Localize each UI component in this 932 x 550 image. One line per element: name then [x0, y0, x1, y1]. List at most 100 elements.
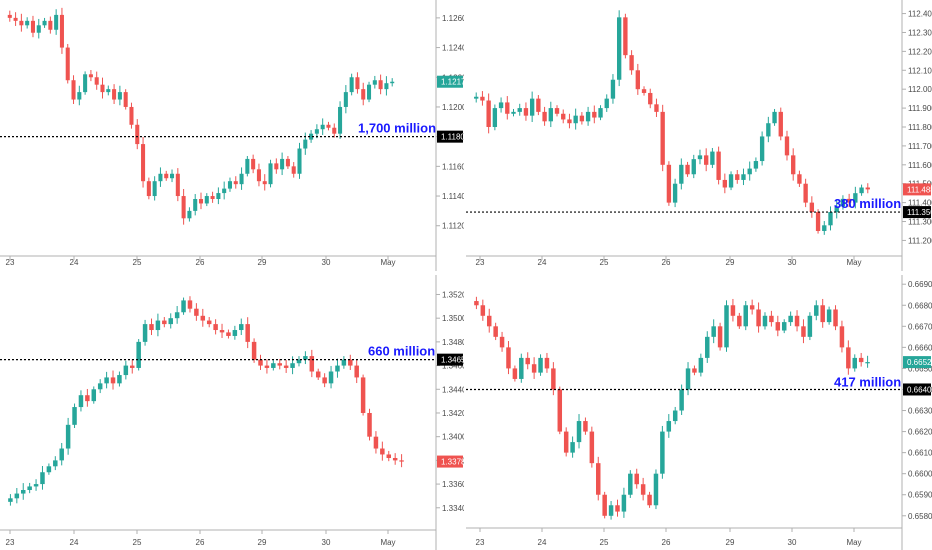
candle-body — [216, 193, 221, 200]
current-price-badge — [437, 455, 463, 468]
candle-body — [519, 357, 524, 379]
level-price-label: 1.11800 — [441, 133, 464, 142]
candle-body — [775, 322, 781, 331]
current-price-label: 111.488 — [907, 185, 932, 194]
candle-body — [828, 212, 833, 226]
candle-body — [753, 161, 759, 169]
candle-body — [117, 375, 122, 384]
candle-body — [297, 148, 302, 174]
x-tick-label: 29 — [258, 258, 267, 267]
candle-body — [130, 365, 135, 368]
volume-annotation: 660 million — [368, 344, 435, 359]
candle-body — [474, 96, 479, 99]
candle-body — [315, 371, 321, 378]
current-price-label: 1.33789 — [441, 458, 464, 467]
candle-body — [778, 111, 783, 137]
x-tick-label: 25 — [133, 258, 142, 267]
candle-body — [309, 133, 314, 140]
x-tick-label: 30 — [322, 258, 331, 267]
panel-divider-vertical — [464, 0, 466, 550]
current-price-badge — [903, 183, 931, 196]
candle-body — [233, 181, 238, 185]
x-tick-label: 25 — [600, 258, 609, 267]
candle-body — [283, 365, 289, 368]
candle-body — [563, 431, 569, 453]
x-tick-label: 26 — [196, 258, 205, 267]
candle-body — [512, 368, 518, 379]
candle-body — [511, 111, 516, 114]
candle-body — [769, 315, 774, 323]
candle-body — [756, 309, 761, 327]
y-tick-label: 111.200 — [908, 236, 932, 245]
x-tick-label: 23 — [476, 538, 485, 547]
candle-body — [42, 20, 47, 26]
candle-body — [480, 96, 485, 101]
candle-body — [181, 300, 186, 313]
candle-body — [20, 490, 26, 494]
candle-body — [239, 173, 244, 185]
volume-annotation: 380 million — [834, 196, 901, 211]
y-tick-label: 0.65800 — [908, 512, 932, 521]
candle-body — [846, 198, 852, 203]
candle-body — [820, 305, 825, 323]
candle-body — [30, 20, 35, 33]
candle-body — [583, 421, 588, 432]
candle-body — [711, 326, 716, 337]
candle-body — [314, 129, 319, 134]
candle-body — [853, 193, 858, 203]
candle-body — [623, 17, 628, 56]
candle-body — [27, 486, 32, 491]
x-tick-label: May — [846, 538, 861, 547]
x-tick-label: May — [846, 258, 861, 267]
candle-body — [722, 179, 728, 188]
candle-body — [692, 368, 697, 373]
candle-body — [542, 111, 547, 122]
candle-body — [666, 164, 672, 203]
chart-panel-top-right[interactable]: 112.400 112.300 112.200 112.100 112.000 111.9… — [466, 0, 932, 271]
candle-body — [865, 187, 870, 190]
candle-body — [65, 47, 70, 81]
candle-body — [499, 336, 505, 348]
candle-body — [262, 181, 267, 185]
candle-body — [14, 493, 20, 499]
candle-body — [579, 115, 585, 122]
chart-panel-top-left[interactable]: 1.126001.124001.122001.120001.118001.116… — [0, 0, 464, 271]
candle-body — [573, 115, 578, 124]
candle-body — [648, 92, 653, 105]
candle-body — [390, 81, 395, 84]
x-tick-label: 25 — [133, 538, 142, 547]
y-tick-label: 1.34400 — [442, 385, 464, 394]
candle-body — [791, 155, 796, 175]
candle-body — [303, 139, 308, 149]
candle-body — [717, 326, 723, 348]
candle-body — [801, 326, 806, 337]
candle-body — [846, 347, 851, 369]
chart-panel-bottom-left[interactable]: 1.35200 1.35000 1.34800 1.34600 1.34400 1.342… — [0, 275, 464, 550]
candle-body — [112, 89, 117, 100]
candle-body — [608, 505, 614, 516]
candle-body — [596, 463, 601, 495]
candle-body — [348, 359, 353, 366]
x-tick-label: 24 — [538, 538, 547, 547]
x-tick-label: 26 — [196, 538, 205, 547]
candle-body — [91, 389, 97, 402]
candle-body — [480, 305, 486, 316]
candle-body — [104, 377, 109, 384]
candle-body — [373, 436, 379, 449]
candle-body — [679, 389, 684, 411]
candle-body — [781, 322, 787, 331]
candle-body — [8, 498, 13, 502]
level-price-badge — [903, 206, 931, 219]
x-tick-label: 30 — [322, 538, 331, 547]
candle-body — [493, 326, 498, 337]
current-price-badge — [437, 75, 463, 88]
candle-body — [219, 330, 225, 333]
candle-body — [858, 357, 864, 363]
y-tick-label: 112.000 — [908, 85, 932, 94]
y-tick-label: 1.35200 — [442, 290, 464, 299]
candle-body — [54, 14, 59, 30]
current-price-label: 1.12173 — [441, 78, 464, 87]
